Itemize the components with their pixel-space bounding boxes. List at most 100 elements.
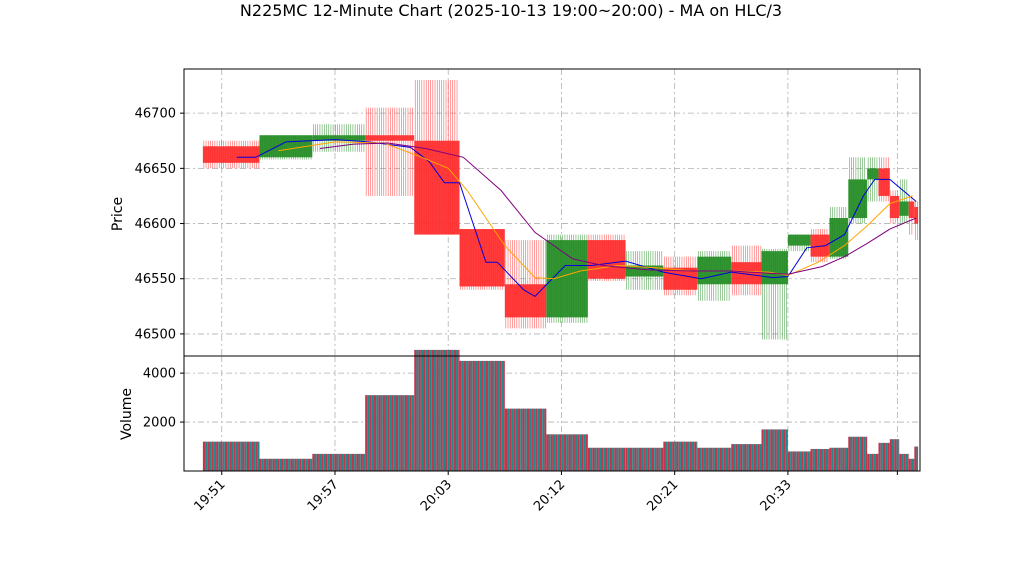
volume-bar-stripe	[246, 441, 250, 471]
volume-bar-stripe	[901, 453, 904, 471]
candle-body	[587, 240, 626, 279]
volume-bar-stripe	[859, 436, 862, 471]
volume-bar-stripe	[445, 349, 448, 471]
volume-bar-stripe	[840, 447, 843, 471]
volume-bar-stripe	[852, 436, 855, 471]
volume-bar-stripe	[823, 448, 826, 471]
volume-bar-stripe	[669, 441, 673, 471]
volume-bar-stripe	[696, 441, 698, 471]
candle-body	[914, 206, 919, 224]
candle-body	[761, 251, 788, 285]
volume-bar-stripe	[504, 408, 508, 471]
price-y-ticks: 46500 46550 46600 46650 46700	[135, 107, 184, 342]
volume-bar-stripe	[759, 444, 762, 471]
volume-bar-stripe	[238, 441, 241, 471]
volume-bar-stripe	[373, 395, 377, 471]
volume-bar-stripe	[660, 447, 663, 471]
volume-bar-stripe	[552, 434, 556, 471]
candle-body	[810, 234, 830, 257]
volume-bar-stripe	[518, 408, 521, 471]
volume-bar-stripe	[224, 441, 228, 471]
volume-bar-stripe	[587, 447, 591, 471]
candle-body	[697, 256, 732, 285]
volume-bar-stripe	[429, 349, 432, 471]
volume-bar-stripe	[821, 448, 824, 471]
volume-bar-stripe	[513, 408, 516, 471]
volume-bar-stripe	[889, 439, 893, 471]
volume-bar-stripe	[733, 444, 736, 471]
volume-bar-stripe	[431, 349, 435, 471]
volume-bar	[899, 453, 909, 471]
volume-bar-stripe	[472, 360, 475, 471]
volume-bar-stripe	[402, 395, 405, 471]
candle-body	[365, 135, 415, 141]
volume-bar-stripe	[303, 458, 306, 471]
volume-bar-stripe	[266, 458, 269, 471]
volume-bar-stripe	[801, 451, 804, 471]
volume-bar-stripe	[499, 360, 502, 471]
volume-bar-stripe	[557, 434, 560, 471]
candle-body	[899, 201, 909, 216]
volume-y-ticks: 2000 4000	[143, 367, 184, 431]
volume-bar-stripe	[740, 444, 743, 471]
candle-body	[504, 284, 547, 318]
volume-bar-stripe	[555, 434, 558, 471]
candle	[202, 140, 260, 169]
volume-bar-stripe	[310, 458, 313, 471]
volume-bar-stripe	[533, 408, 536, 471]
volume-bar-stripe	[391, 395, 394, 471]
volume-bar-stripe	[598, 447, 602, 471]
volume-bar-stripe	[257, 441, 260, 471]
volume-bar-stripe	[270, 458, 273, 471]
volume-bar-stripe	[899, 453, 902, 471]
volume-bar-stripe	[296, 458, 300, 471]
volume-bar-stripe	[436, 349, 439, 471]
volume-bar-stripe	[334, 453, 337, 471]
volume-bar-stripe	[742, 444, 745, 471]
volume-bar-stripe	[831, 447, 834, 471]
volume-bar-stripe	[231, 441, 234, 471]
volume-bar-stripe	[548, 434, 551, 471]
volume-bar	[889, 439, 900, 471]
volume-bar-stripe	[360, 453, 363, 471]
volume-bar-stripe	[281, 458, 284, 471]
volume-bar-stripe	[812, 448, 815, 471]
volume-bar-stripe	[833, 447, 837, 471]
volume-bar-stripe	[725, 447, 729, 471]
volume-axis-label: Volume	[119, 388, 135, 440]
volume-bar-stripe	[325, 453, 328, 471]
candle-body	[787, 234, 811, 246]
volume-bar-stripe	[892, 439, 895, 471]
volume-bar-stripe	[903, 453, 906, 471]
volume-bar-stripe	[731, 444, 734, 471]
volume-bar-stripe	[434, 349, 437, 471]
volume-bar-stripe	[665, 441, 668, 471]
x-tick-label: 20:03	[418, 477, 455, 514]
volume-bar-stripe	[218, 441, 221, 471]
volume-bar-stripe	[418, 349, 421, 471]
candle	[908, 195, 915, 235]
volume-bar-stripe	[887, 442, 890, 471]
volume-bar-stripe	[572, 434, 575, 471]
volume-bar-stripe	[371, 395, 374, 471]
volume-bar-stripe	[796, 451, 799, 471]
volume-bar-stripe	[880, 442, 883, 471]
volume-bar-stripe	[763, 429, 766, 471]
candle	[899, 179, 909, 224]
volume-bar-stripe	[468, 360, 471, 471]
volume-bar-stripe	[803, 451, 806, 471]
volume-bar-stripe	[358, 453, 361, 471]
volume-bar-stripe	[649, 447, 652, 471]
volume-bar-stripe	[470, 360, 473, 471]
volume-bar-stripe	[814, 448, 818, 471]
volume-bar-stripe	[794, 451, 797, 471]
candle	[414, 80, 460, 235]
volume-bar-stripe	[863, 436, 866, 471]
volume-bar-stripe	[854, 436, 858, 471]
volume-bar-stripe	[474, 360, 478, 471]
candle	[625, 251, 664, 290]
volume-bar-stripe	[850, 436, 853, 471]
volume-bar-stripe	[404, 395, 407, 471]
volume-bar-stripe	[689, 441, 692, 471]
volume-bar-stripe	[761, 429, 764, 471]
